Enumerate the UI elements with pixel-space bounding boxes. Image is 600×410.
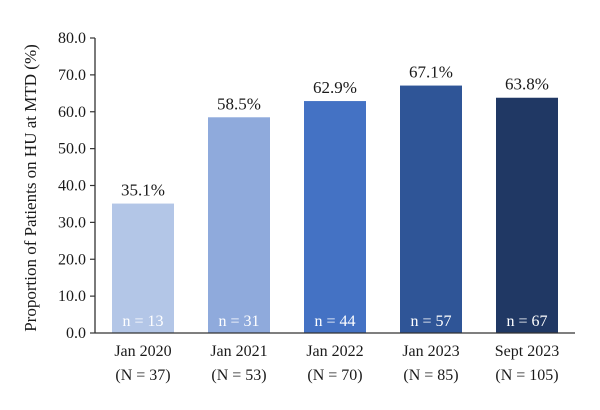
bar xyxy=(304,101,366,334)
y-axis-title-group: Proportion of Patients on HU at MTD (%) xyxy=(21,44,40,332)
value-label: 63.8% xyxy=(505,75,549,94)
y-tick-label: 70.0 xyxy=(58,67,86,84)
category-count-label: (N = 70) xyxy=(307,367,362,384)
category-label: Jan 2020 xyxy=(114,343,171,360)
category-label: Sept 2023 xyxy=(495,343,559,360)
bar xyxy=(496,97,558,333)
count-label: n = 44 xyxy=(314,313,355,330)
data-labels: 35.1% n = 13 58.5% n = 31 62.9% n = 44 67.1% n … xyxy=(121,63,549,330)
count-label: n = 31 xyxy=(218,313,259,330)
value-label: 67.1% xyxy=(409,63,453,82)
y-tick-label: 60.0 xyxy=(58,104,86,121)
y-tick-label: 50.0 xyxy=(58,141,86,158)
bar xyxy=(112,203,174,333)
category-count-label: (N = 85) xyxy=(403,367,458,384)
count-label: n = 57 xyxy=(410,313,451,330)
value-label: 58.5% xyxy=(217,94,261,113)
category-label: Jan 2021 xyxy=(210,343,267,360)
y-tick-label: 20.0 xyxy=(58,251,86,268)
y-tick-label: 10.0 xyxy=(58,288,86,305)
y-tick-label: 80.0 xyxy=(58,30,86,47)
y-tick-label: 30.0 xyxy=(58,214,86,231)
bar xyxy=(208,117,270,333)
axes xyxy=(94,38,575,334)
category-label: Jan 2023 xyxy=(402,343,459,360)
value-label: 62.9% xyxy=(313,78,357,97)
value-label: 35.1% xyxy=(121,181,165,200)
count-label: n = 67 xyxy=(506,313,547,330)
x-axis-categories: Jan 2020 (N = 37) Jan 2021 (N = 53) Jan 2022… xyxy=(114,343,559,384)
y-tick-label: 40.0 xyxy=(58,178,86,195)
bar xyxy=(400,85,462,333)
bars xyxy=(112,85,558,334)
y-tick-label: 0.0 xyxy=(66,325,86,342)
category-count-label: (N = 53) xyxy=(211,367,266,384)
category-count-label: (N = 105) xyxy=(495,367,558,384)
y-axis-ticks: 0.0 10.0 20.0 30.0 40.0 50.0 60.0 70.0 80.0 xyxy=(58,30,95,342)
category-label: Jan 2022 xyxy=(306,343,363,360)
y-axis-title: Proportion of Patients on HU at MTD (%) xyxy=(21,44,40,332)
count-label: n = 13 xyxy=(122,313,163,330)
category-count-label: (N = 37) xyxy=(115,367,170,384)
